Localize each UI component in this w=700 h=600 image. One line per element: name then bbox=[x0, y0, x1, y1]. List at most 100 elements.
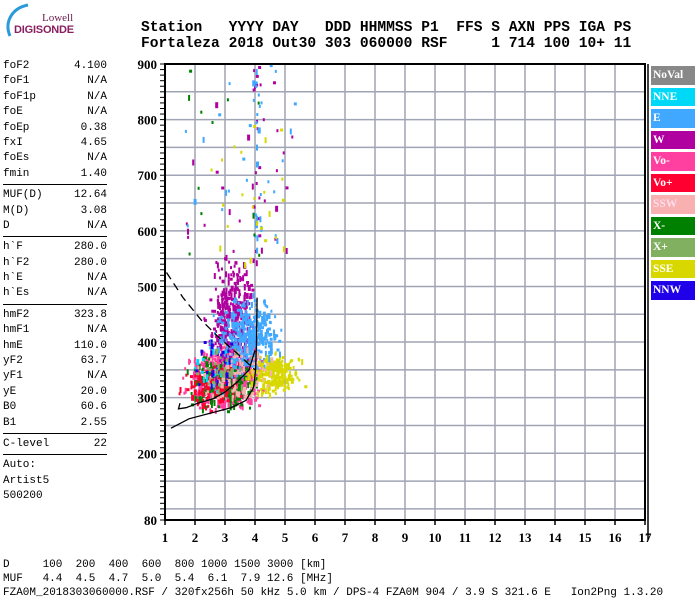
echo-point bbox=[269, 64, 273, 68]
echo-point bbox=[211, 309, 214, 313]
echo-point bbox=[224, 321, 228, 325]
echo-point bbox=[242, 378, 246, 385]
echo-point bbox=[188, 94, 191, 101]
echo-point bbox=[235, 342, 238, 346]
trace-dashed-model bbox=[165, 272, 256, 371]
echo-point bbox=[238, 326, 241, 333]
echo-point bbox=[202, 398, 205, 402]
muf-value: 7.9 bbox=[240, 572, 261, 585]
echo-point bbox=[239, 359, 242, 366]
distance-row: D 100 200 400 600 800 1000 1500 3000 [km] bbox=[3, 559, 333, 573]
legend-item-nnw: NNW bbox=[651, 281, 695, 300]
echo-point bbox=[260, 226, 263, 230]
echo-point bbox=[239, 372, 242, 375]
echo-point bbox=[232, 336, 235, 340]
echo-point bbox=[280, 379, 283, 383]
echo-point bbox=[236, 333, 239, 337]
muf-value: 6.1 bbox=[207, 572, 228, 585]
echo-point bbox=[228, 293, 231, 297]
echo-point bbox=[281, 159, 284, 163]
echo-point bbox=[225, 287, 228, 294]
echo-point bbox=[210, 339, 213, 343]
echo-point bbox=[281, 356, 285, 360]
echo-point bbox=[236, 323, 239, 329]
echo-point bbox=[197, 394, 200, 398]
echo-point bbox=[254, 398, 258, 402]
echo-point bbox=[289, 360, 292, 364]
echo-point bbox=[223, 302, 225, 309]
echo-point bbox=[221, 299, 224, 303]
header-value: 10+ bbox=[578, 36, 606, 52]
echo-point bbox=[186, 224, 189, 228]
echo-point bbox=[224, 319, 227, 323]
echo-point bbox=[223, 355, 226, 362]
echo-point bbox=[228, 332, 231, 339]
echo-point bbox=[190, 380, 193, 387]
muf-value: 5.4 bbox=[174, 572, 195, 585]
echo-point bbox=[186, 369, 189, 376]
echo-point bbox=[289, 128, 292, 135]
echo-point bbox=[274, 69, 277, 73]
param-value: 323.8 bbox=[73, 308, 107, 321]
echo-point bbox=[269, 321, 272, 325]
echo-point bbox=[221, 331, 224, 335]
echo-point bbox=[198, 383, 201, 387]
echo-point bbox=[195, 379, 198, 383]
echo-point bbox=[207, 404, 210, 408]
echo-point bbox=[253, 299, 257, 303]
param-name: C-level bbox=[3, 437, 50, 450]
echo-point bbox=[239, 301, 242, 305]
echo-point bbox=[258, 404, 262, 408]
echo-point bbox=[216, 390, 219, 394]
echo-point bbox=[260, 247, 263, 254]
echo-point bbox=[215, 348, 219, 355]
echo-point bbox=[252, 329, 255, 333]
echo-point bbox=[206, 374, 209, 378]
param-row: B0 60.6 bbox=[3, 400, 107, 415]
echo-point bbox=[227, 314, 231, 318]
echo-point bbox=[242, 318, 245, 324]
echo-point bbox=[231, 375, 234, 382]
echo-point bbox=[259, 335, 262, 339]
echo-point bbox=[247, 382, 250, 389]
echo-point bbox=[246, 372, 250, 376]
echo-point bbox=[207, 396, 210, 403]
echo-point bbox=[257, 355, 261, 359]
echo-point bbox=[188, 252, 191, 256]
echo-point bbox=[226, 320, 229, 324]
echo-point bbox=[227, 273, 230, 280]
echo-point bbox=[266, 314, 268, 321]
echo-point bbox=[254, 81, 258, 85]
echo-point bbox=[230, 285, 234, 292]
echo-point bbox=[238, 295, 241, 299]
echo-point bbox=[241, 314, 244, 318]
echo-point bbox=[207, 392, 210, 396]
echo-point bbox=[233, 310, 236, 314]
param-value: 0.38 bbox=[80, 121, 107, 134]
echo-point bbox=[190, 375, 193, 379]
echo-point bbox=[201, 376, 204, 383]
echo-point bbox=[253, 125, 257, 128]
echo-point bbox=[219, 276, 222, 280]
x-tick-label: 7 bbox=[342, 530, 349, 545]
echo-point bbox=[230, 312, 234, 319]
echo-point bbox=[233, 145, 236, 149]
echo-point bbox=[232, 360, 235, 364]
echo-point bbox=[229, 336, 233, 340]
echo-point bbox=[201, 367, 204, 374]
echo-point bbox=[217, 388, 220, 395]
distance-value: 600 bbox=[141, 559, 162, 571]
echo-point bbox=[196, 359, 200, 366]
echo-point bbox=[258, 234, 262, 238]
echo-point bbox=[216, 367, 219, 371]
echo-point bbox=[256, 127, 259, 131]
echo-point bbox=[229, 314, 232, 318]
echo-point bbox=[210, 168, 213, 172]
echo-point bbox=[224, 340, 227, 344]
echo-point bbox=[210, 354, 214, 361]
echo-point bbox=[249, 257, 252, 264]
echo-point bbox=[276, 129, 279, 133]
echo-point bbox=[226, 333, 229, 337]
echo-point bbox=[215, 170, 219, 174]
echo-point bbox=[244, 353, 248, 357]
